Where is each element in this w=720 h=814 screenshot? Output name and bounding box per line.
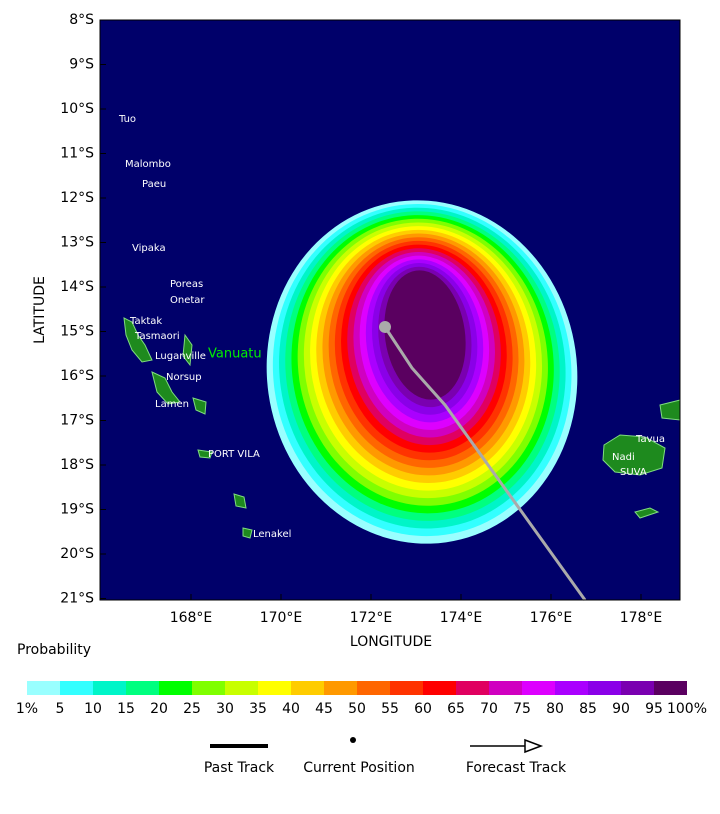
colorbar-swatch	[126, 681, 159, 695]
colorbar-swatch	[423, 681, 456, 695]
colorbar-swatch	[588, 681, 621, 695]
probability-contour	[384, 270, 466, 400]
colorbar-swatch	[522, 681, 555, 695]
y-tick-label: 10°S	[60, 101, 94, 117]
x-axis-title: LONGITUDE	[350, 634, 432, 650]
colorbar-swatch	[456, 681, 489, 695]
place-label: Vanuatu	[208, 347, 262, 362]
y-tick-label: 14°S	[60, 279, 94, 295]
colorbar-label: 95	[645, 701, 663, 717]
colorbar-label: 60	[414, 701, 432, 717]
colorbar-swatch	[357, 681, 390, 695]
map-frame	[99, 19, 681, 601]
place-label: Norsup	[166, 372, 202, 383]
place-label: Tavua	[635, 434, 665, 445]
y-tick-label: 13°S	[60, 235, 94, 251]
forecast-track	[383, 326, 587, 601]
colorbar-label: 100%	[667, 701, 707, 717]
place-label: Tasmaori	[134, 331, 180, 342]
y-tick-label: 18°S	[60, 457, 94, 473]
colorbar-label: 10	[84, 701, 102, 717]
x-tick-label: 176°E	[530, 610, 573, 626]
colorbar-swatch	[27, 681, 60, 695]
colorbar-swatch	[225, 681, 258, 695]
colorbar-label: 85	[579, 701, 597, 717]
y-tick-label: 9°S	[69, 57, 94, 73]
colorbar-label: 50	[348, 701, 366, 717]
colorbar-label: 20	[150, 701, 168, 717]
place-label: Luganville	[155, 351, 206, 362]
colorbar-label: 80	[546, 701, 564, 717]
islands	[123, 317, 681, 539]
y-tick-label: 12°S	[60, 190, 94, 206]
colorbar-swatch	[258, 681, 291, 695]
place-label: Lenakel	[253, 529, 291, 540]
colorbar-swatch	[555, 681, 588, 695]
colorbar-label: 15	[117, 701, 135, 717]
current-position	[379, 321, 391, 333]
x-tick-label: 178°E	[620, 610, 663, 626]
colorbar-label: 75	[513, 701, 531, 717]
x-tick-label: 174°E	[440, 610, 483, 626]
place-labels: Tuo Malombo Paeu Vipaka Poreas Onetar Ta…	[118, 114, 665, 540]
forecast-track-arrow	[524, 738, 544, 754]
colorbar-label: 25	[183, 701, 201, 717]
colorbar-swatch	[291, 681, 324, 695]
place-label: Lamen	[155, 399, 189, 410]
colorbar-label: 30	[216, 701, 234, 717]
probability-field	[266, 200, 578, 544]
colorbar-label: 55	[381, 701, 399, 717]
place-label: Malombo	[125, 159, 171, 170]
colorbar-swatch	[654, 681, 687, 695]
colorbar-swatch	[324, 681, 357, 695]
place-label: Poreas	[170, 279, 203, 290]
place-label: PORT VILA	[208, 449, 260, 460]
place-label: Vipaka	[132, 243, 166, 254]
y-tick-label: 15°S	[60, 324, 94, 340]
current-position-symbol	[350, 737, 356, 743]
colorbar-label: 1%	[16, 701, 38, 717]
place-label: SUVA	[620, 467, 647, 478]
place-label: Paeu	[142, 179, 166, 190]
colorbar-title: Probability	[17, 642, 91, 658]
x-tick-label: 168°E	[170, 610, 213, 626]
legend-label: Current Position	[303, 760, 415, 776]
place-label: Onetar	[170, 295, 205, 306]
y-tick-label: 17°S	[60, 413, 94, 429]
y-tick-label: 8°S	[69, 12, 94, 28]
colorbar-swatch	[159, 681, 192, 695]
colorbar-label: 35	[249, 701, 267, 717]
colorbar-swatch	[93, 681, 126, 695]
colorbar-label: 65	[447, 701, 465, 717]
y-axis-title: LATITUDE	[32, 276, 48, 344]
colorbar-swatch	[489, 681, 522, 695]
legend-label: Past Track	[204, 760, 275, 776]
y-tick-label: 21°S	[60, 591, 94, 607]
y-tick-label: 19°S	[60, 502, 94, 518]
colorbar-label: 45	[315, 701, 333, 717]
y-tick-label: 20°S	[60, 546, 94, 562]
colorbar-swatch	[621, 681, 654, 695]
place-label: Nadi	[612, 452, 635, 463]
colorbar-label: 70	[480, 701, 498, 717]
y-tick-label: 11°S	[60, 146, 94, 162]
colorbar-swatch	[390, 681, 423, 695]
x-tick-label: 172°E	[350, 610, 393, 626]
colorbar-label: 5	[56, 701, 65, 717]
x-tick-label: 170°E	[260, 610, 303, 626]
colorbar-swatch	[192, 681, 225, 695]
place-label: Tuo	[118, 114, 136, 125]
y-tick-label: 16°S	[60, 368, 94, 384]
colorbar-label: 40	[282, 701, 300, 717]
legend-label: Forecast Track	[466, 760, 567, 776]
place-label: Taktak	[129, 316, 162, 327]
colorbar-label: 90	[612, 701, 630, 717]
colorbar-swatch	[60, 681, 93, 695]
